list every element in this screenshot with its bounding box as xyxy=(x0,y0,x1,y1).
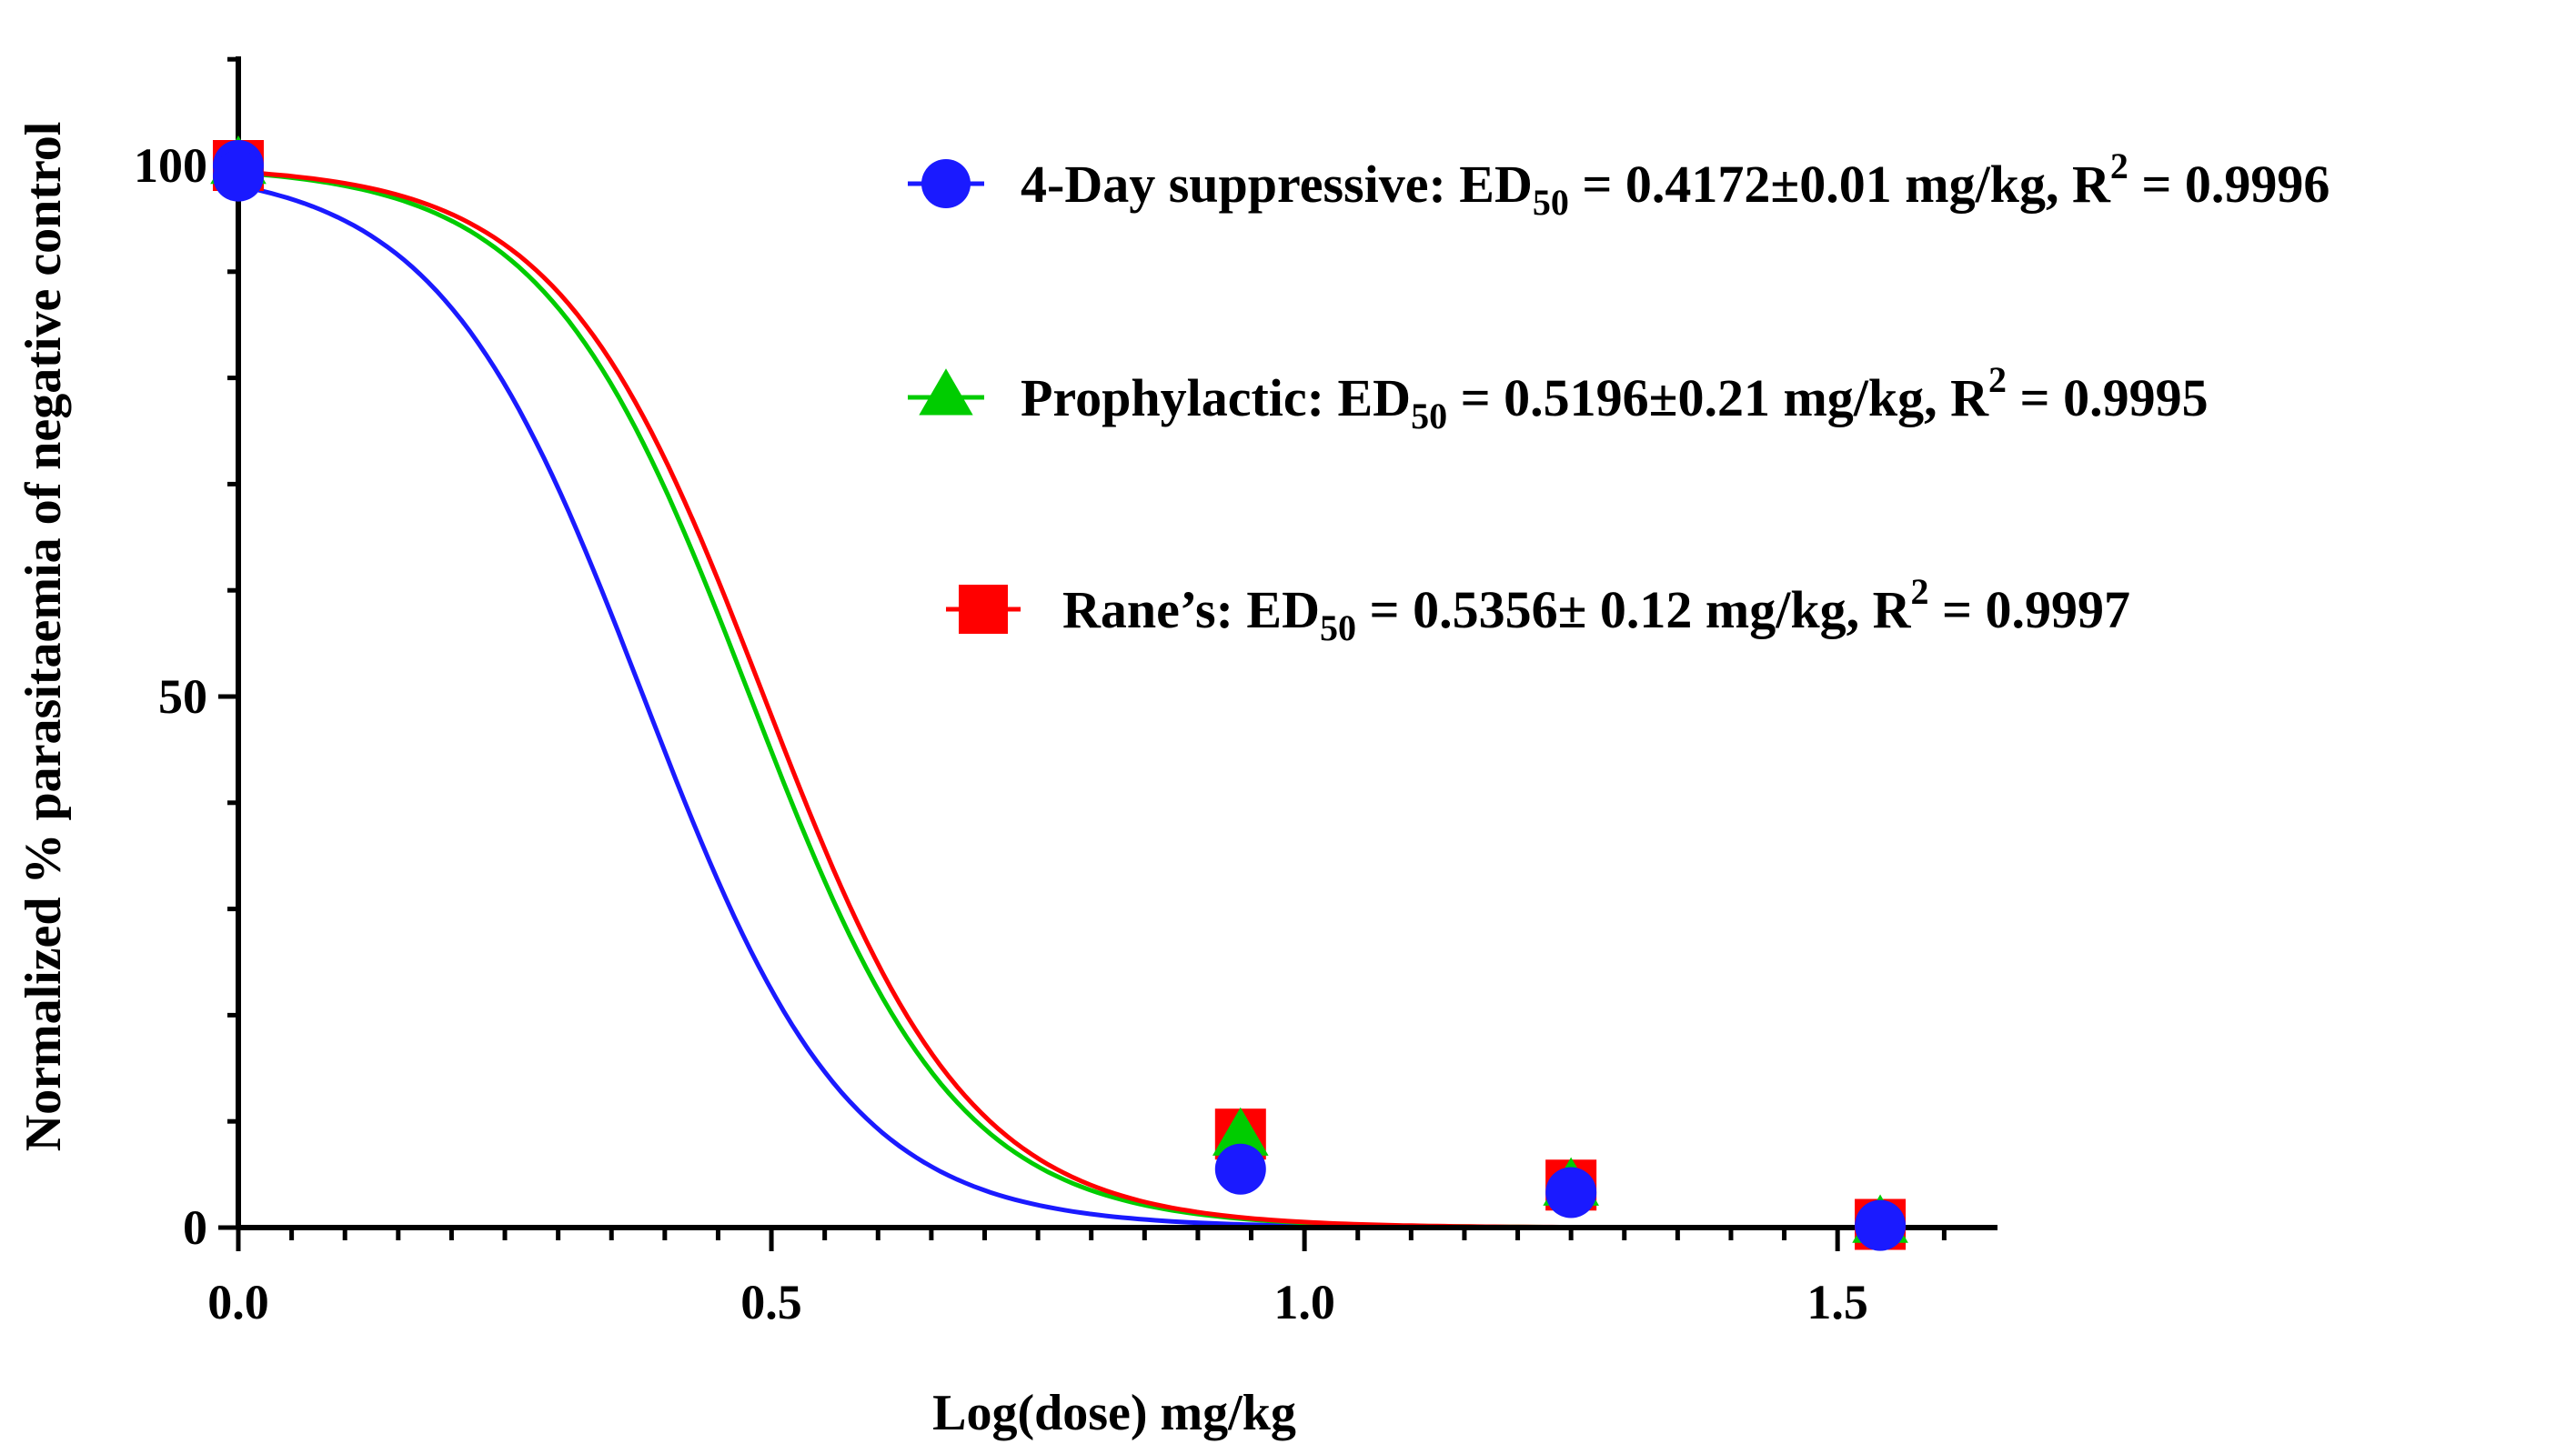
legend-mid: = 0.5356± 0.12 mg/kg, R xyxy=(1356,580,1912,639)
legend-label: 4-Day suppressive: ED50 = 0.4172±0.01 mg… xyxy=(1021,145,2329,223)
y-axis-title: Normalized % parasitaemia of negative co… xyxy=(15,122,72,1152)
legend-mid: = 0.5196±0.21 mg/kg, R xyxy=(1447,368,1989,427)
data-point-circle xyxy=(1855,1199,1907,1251)
legend-sup: 2 xyxy=(1910,571,1928,612)
legend-prefix: Rane’s: ED xyxy=(1062,580,1320,639)
data-point-circle xyxy=(213,150,264,202)
legend-sub: 50 xyxy=(1411,396,1447,436)
legend: 4-Day suppressive: ED50 = 0.4172±0.01 mg… xyxy=(908,145,2329,648)
x-tick-label: 0.5 xyxy=(740,1275,802,1329)
legend-marker-square xyxy=(959,585,1008,634)
legend-marker-circle xyxy=(921,159,971,208)
fit-curve-circle xyxy=(237,183,1891,1230)
legend-prefix: Prophylactic: ED xyxy=(1021,368,1411,427)
legend-suffix: = 0.9995 xyxy=(2007,368,2209,427)
y-tick-label: 0 xyxy=(183,1200,207,1255)
legend-label: Prophylactic: ED50 = 0.5196±0.21 mg/kg, … xyxy=(1021,359,2209,436)
fit-curve-square xyxy=(237,169,1891,1230)
axes-layer xyxy=(236,56,1997,1230)
legend-mid: = 0.4172±0.01 mg/kg, R xyxy=(1569,155,2111,214)
y-tick-label: 100 xyxy=(134,138,207,193)
markers-layer xyxy=(210,135,1908,1251)
legend-sup: 2 xyxy=(2110,145,2128,186)
legend-sub: 50 xyxy=(1320,607,1356,648)
legend-sup: 2 xyxy=(1988,359,2007,400)
legend-marker-triangle xyxy=(919,368,973,416)
y-tick-label: 50 xyxy=(158,669,207,724)
legend-suffix: = 0.9996 xyxy=(2128,155,2330,214)
fit-curve-triangle xyxy=(237,170,1891,1230)
curves-layer xyxy=(237,169,1891,1230)
legend-label: Rane’s: ED50 = 0.5356± 0.12 mg/kg, R2 = … xyxy=(1062,571,2130,648)
ticks-layer: 0 50 100 0.0 0.5 1.0 1.5 xyxy=(134,56,1947,1329)
x-tick-label: 1.0 xyxy=(1273,1275,1335,1329)
legend-entry-circle: 4-Day suppressive: ED50 = 0.4172±0.01 mg… xyxy=(908,145,2329,223)
legend-prefix: 4-Day suppressive: ED xyxy=(1021,155,1533,214)
data-point-circle xyxy=(1545,1167,1597,1218)
data-point-circle xyxy=(1214,1143,1266,1195)
x-tick-label: 1.5 xyxy=(1806,1275,1868,1329)
data-point-triangle xyxy=(1212,1107,1269,1156)
x-tick-label: 0.0 xyxy=(207,1275,269,1329)
legend-sub: 50 xyxy=(1533,182,1569,223)
legend-entry-triangle: Prophylactic: ED50 = 0.5196±0.21 mg/kg, … xyxy=(908,359,2209,436)
x-axis-title: Log(dose) mg/kg xyxy=(932,1385,1296,1441)
legend-entry-square: Rane’s: ED50 = 0.5356± 0.12 mg/kg, R2 = … xyxy=(946,571,2130,648)
legend-suffix: = 0.9997 xyxy=(1928,580,2130,639)
